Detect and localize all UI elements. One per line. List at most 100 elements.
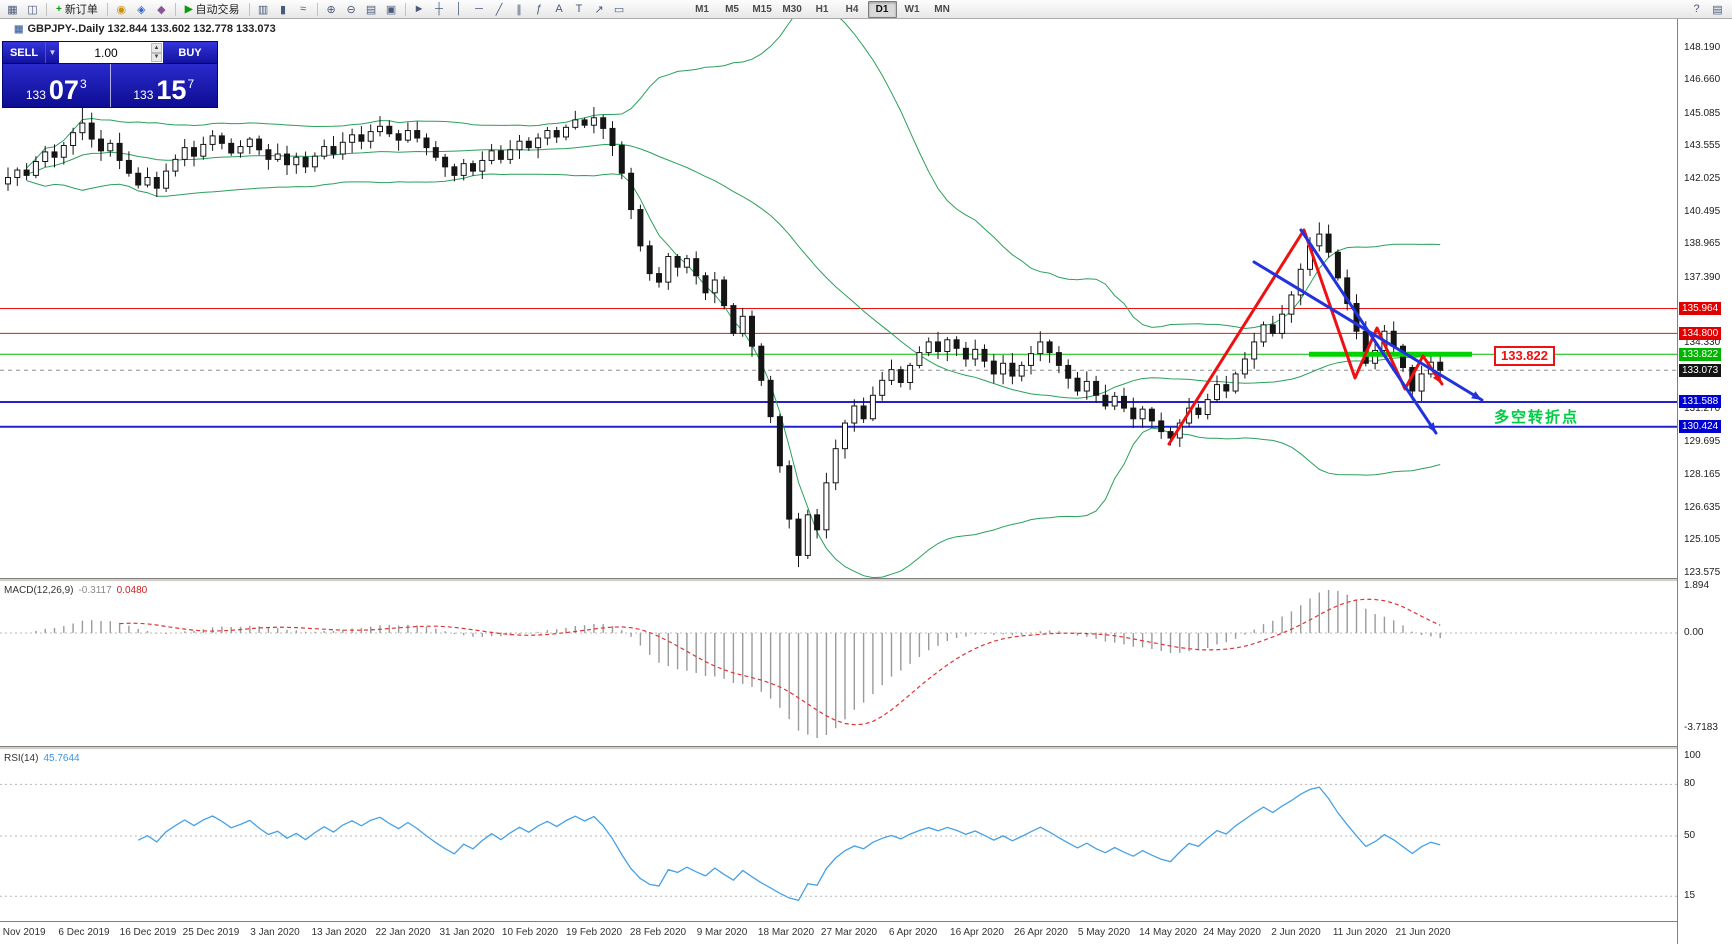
rsi-scale-label: 100 [1684,750,1701,761]
sell-options-caret[interactable]: ▼ [45,42,59,63]
marketwatch-icon[interactable]: ◉ [112,1,131,17]
time-label: 18 Mar 2020 [757,927,815,938]
macd-signal-value: 0.0480 [116,585,148,596]
chart-title-icon: ▦ [14,23,24,35]
autotrading-button-label: 自动交易 [195,4,240,16]
autotrading-button-glyph: ▶ [184,3,193,15]
vertical-line-icon[interactable]: │ [450,1,469,17]
buy-button[interactable]: BUY [163,42,217,63]
rsi-scale-label: 15 [1684,890,1696,902]
red-zigzag-line[interactable] [1167,228,1444,446]
bid-price-pips: 07 [48,75,79,106]
price-tick: 125.105 [1684,534,1721,546]
support-price-tag[interactable]: 133.822 [1494,346,1555,366]
candlestick-chart-type-icon[interactable]: ▮ [274,1,293,17]
indicators-icon-glyph: ▣ [385,3,397,16]
price-axis[interactable]: 148.190 146.660 145.085 143.555 142.025 140.4… [1677,19,1732,944]
price-tick: 137.390 [1684,272,1721,284]
timeframe-button-h1[interactable]: H1 [815,3,829,15]
price-tick: 140.495 [1684,205,1721,217]
trendline-icon[interactable]: ╱ [490,1,509,17]
one-click-prices: 133 07 3 133 15 7 [3,64,217,107]
panel-splitter-rsi[interactable] [0,746,1732,750]
new-chart-icon[interactable]: ▦ [3,1,22,17]
rsi-line [137,786,1441,902]
timeframe-button-m15[interactable]: M15 [752,3,772,15]
navigator-icon[interactable]: ◆ [152,1,171,17]
navigator-icon-glyph: ◆ [157,3,166,16]
candles-layer[interactable] [5,107,1444,568]
timeframe-button-mn[interactable]: MN [934,3,950,15]
lot-increase-button[interactable]: ▲ [151,43,162,53]
price-tick: 142.025 [1684,173,1721,185]
macd-panel-canvas[interactable] [0,582,1677,746]
shapes-icon[interactable]: ▭ [610,1,629,17]
text-icon[interactable]: A [550,1,569,17]
time-label: 14 May 2020 [1139,927,1197,938]
timeframe-button-w1[interactable]: W1 [904,3,920,15]
timeframe-button-m30[interactable]: M30 [782,3,802,15]
data-window-icon[interactable]: ◈ [132,1,151,17]
line-chart-type-icon[interactable]: ≈ [294,1,313,17]
zoom-out-icon-glyph: ⊖ [346,3,356,16]
macd-header: MACD(12,26,9) -0.3117 0.0480 [4,585,147,596]
toolbar: ▦ ◫ + 新订单 ◉ ◈ ◆ ▶ 自动交易 ▥ ▮ ≈ ⊕ ⊖ ▤ ▣ ► ┼ │ ─ ╱ ∥ ƒ A T ↗ ▭ M1 M5 M15 M… [0,0,1732,19]
fibonacci-icon[interactable]: ƒ [530,1,549,17]
new-order-button-glyph: + [56,3,62,15]
cursor-icon[interactable]: ► [410,1,429,17]
ask-price[interactable]: 133 15 7 [111,64,218,107]
time-label: 10 Feb 2020 [501,927,559,938]
timeframe-button-h4[interactable]: H4 [845,3,859,15]
rsi-value: 45.7644 [43,753,80,764]
label-icon[interactable]: T [570,1,589,17]
help-icon[interactable]: ? [1693,3,1700,15]
cursor-icon-glyph: ► [413,3,425,15]
line-chart-type-icon-glyph: ≈ [300,3,307,15]
lot-input[interactable] [59,42,163,63]
indicators-icon[interactable]: ▣ [382,1,401,17]
bid-price-figure: 133 [25,87,46,102]
toolbar-separator [106,2,108,16]
one-click-widget: SELL ▼ ▲ ▼ BUY 133 07 3 133 15 7 [2,41,218,108]
horizontal-line-icon[interactable]: ─ [470,1,489,17]
zoom-in-icon[interactable]: ⊕ [322,1,341,17]
rsi-panel-canvas[interactable] [0,750,1677,922]
toolbar-separator [404,2,406,16]
price-tick: 146.660 [1684,74,1721,86]
timeframe-button-d1[interactable]: D1 [867,0,897,18]
annotation-text[interactable]: 多空转折点 [1494,409,1580,426]
timeframe-button-m5[interactable]: M5 [725,3,739,15]
channel-icon[interactable]: ∥ [510,1,529,17]
macd-scale-label: -3.7183 [1684,721,1718,733]
bar-chart-type-icon-glyph: ▥ [257,3,269,16]
vertical-line-icon-glyph: │ [455,3,463,15]
time-label: 11 Jun 2020 [1332,927,1388,938]
arrow-object-icon[interactable]: ↗ [590,1,609,17]
zoom-out-icon[interactable]: ⊖ [342,1,361,17]
lot-decrease-button[interactable]: ▼ [151,52,162,62]
sell-button[interactable]: SELL [3,42,45,63]
bid-price[interactable]: 133 07 3 [3,64,110,107]
lot-field: ▲ ▼ [59,42,163,63]
print-icon[interactable]: ▤ [1712,3,1723,16]
marketwatch-icon-glyph: ◉ [116,3,127,16]
blue-trendline-2[interactable] [1299,228,1438,435]
tile-windows-icon[interactable]: ▤ [362,1,381,17]
panel-splitter-macd[interactable] [0,578,1732,582]
new-order-button-label: 新订单 [64,4,98,16]
label-icon-glyph: T [575,3,583,15]
bollinger-lower-band [26,173,1441,578]
chart-title-text: GBPJPY-.Daily 132.844 133.602 132.778 13… [27,23,276,35]
main-chart-canvas[interactable] [0,19,1677,578]
bar-chart-type-icon[interactable]: ▥ [254,1,273,17]
time-label: 9 Mar 2020 [696,927,748,938]
time-label: 24 May 2020 [1203,927,1261,938]
new-order-button[interactable]: + 新订单 [51,1,103,17]
crosshair-icon[interactable]: ┼ [430,1,449,17]
timeframe-button-m1[interactable]: M1 [695,3,709,15]
autotrading-button[interactable]: ▶ 自动交易 [180,1,245,17]
time-axis[interactable]: 7 Nov 2019 6 Dec 2019 16 Dec 2019 25 Dec 20… [0,922,1677,944]
price-tick: 145.085 [1684,107,1721,119]
timeframe-toolbar: M1 M5 M15 M30 H1 H4 D1 W1 MN [688,0,957,18]
chart-profiles-icon[interactable]: ◫ [23,1,42,17]
